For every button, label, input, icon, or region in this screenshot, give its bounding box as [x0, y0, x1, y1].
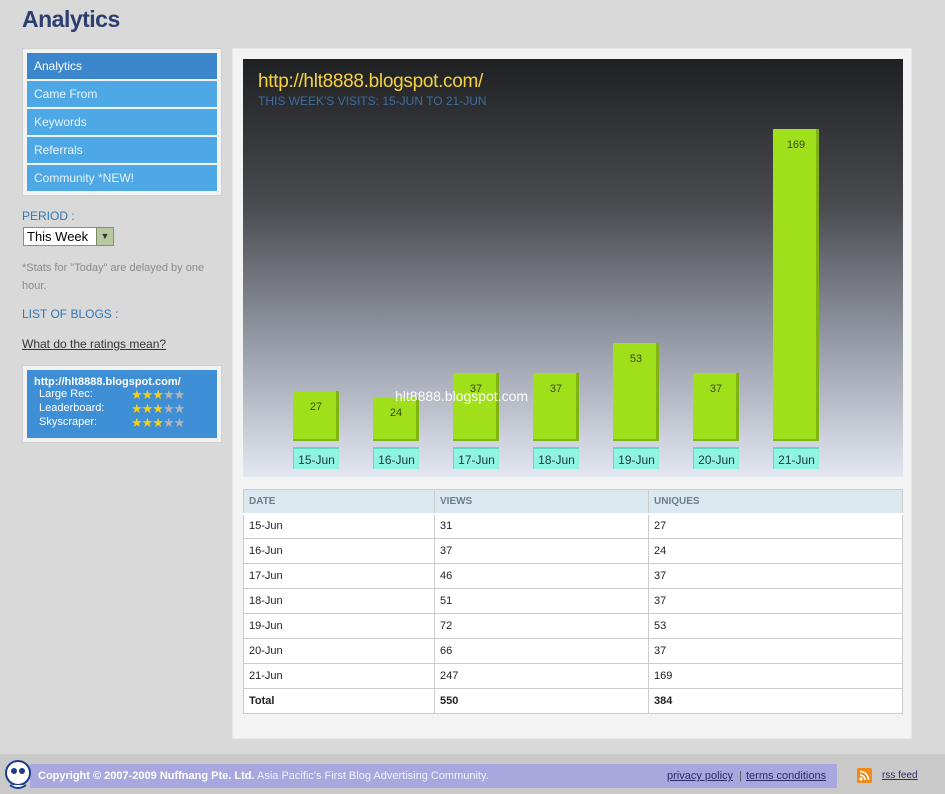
- terms-conditions-link[interactable]: terms conditions: [746, 770, 827, 782]
- chart-bar-16-jun: [373, 396, 419, 441]
- chart-x-tick-label: 18-Jun: [533, 447, 579, 469]
- cell-date: 17-Jun: [243, 563, 435, 589]
- list-of-blogs-label: LIST OF BLOGS :: [22, 307, 119, 321]
- chart-bar-15-jun: [293, 391, 339, 441]
- cell-total-uniques: 384: [648, 688, 903, 714]
- cell-views: 31: [434, 513, 649, 539]
- footer-copyright: Copyright © 2007-2009 Nuffnang Pte. Ltd.…: [38, 770, 489, 782]
- chart-bar-value-label: 37: [709, 382, 723, 395]
- chart-bar-21-jun: [773, 129, 819, 441]
- table-row: 16-Jun 37 24: [243, 538, 903, 564]
- cell-views: 37: [434, 538, 649, 564]
- chart-subtitle: THIS WEEK'S VISITS: 15-JUN TO 21-JUN: [258, 94, 487, 108]
- chart-bar-20-jun: [693, 372, 739, 441]
- cell-date: 16-Jun: [243, 538, 435, 564]
- stats-delay-note: *Stats for "Today" are delayed by one ho…: [22, 262, 205, 292]
- chart-x-tick-label: 15-Jun: [293, 447, 339, 469]
- footer-tagline: Asia Pacific's First Blog Advertising Co…: [256, 770, 489, 782]
- nav-item-referrals[interactable]: Referrals: [27, 137, 217, 163]
- chart-bar-17-jun: [453, 372, 499, 441]
- rating-row-skyscraper: Skyscraper: ★★★★★: [34, 416, 217, 430]
- rating-row-large-rec: Large Rec: ★★★★★: [34, 388, 217, 402]
- cell-date: 19-Jun: [243, 613, 435, 639]
- cell-date: 21-Jun: [243, 663, 435, 689]
- cell-views: 51: [434, 588, 649, 614]
- table-row: 19-Jun 72 53: [243, 613, 903, 639]
- star-rating-icon: ★★★★★: [131, 387, 185, 402]
- cell-date: 18-Jun: [243, 588, 435, 614]
- chart-x-tick-label: 17-Jun: [453, 447, 499, 469]
- nav-item-community[interactable]: Community *NEW!: [27, 165, 217, 191]
- chart-bar-value-label: 53: [629, 353, 643, 366]
- table-row: 21-Jun 247 169: [243, 663, 903, 689]
- main-panel: http://hlt8888.blogspot.com/ THIS WEEK'S…: [232, 48, 912, 739]
- cell-uniques: 37: [648, 638, 903, 664]
- star-rating-icon: ★★★★★: [131, 401, 185, 416]
- blog-name-link[interactable]: http://hlt8888.blogspot.com/: [34, 376, 181, 388]
- cell-uniques: 37: [648, 563, 903, 589]
- chevron-down-icon[interactable]: ▼: [96, 228, 113, 245]
- chart-watermark: hlt8888.blogspot.com: [395, 388, 529, 404]
- column-header-uniques: UNIQUES: [648, 489, 903, 515]
- table-row: 17-Jun 46 37: [243, 563, 903, 589]
- nav-item-came-from[interactable]: Came From: [27, 81, 217, 107]
- column-header-views: VIEWS: [434, 489, 649, 515]
- period-select[interactable]: This Week ▼: [23, 227, 114, 246]
- chart-x-tick-label: 21-Jun: [773, 447, 819, 469]
- column-header-date: DATE: [243, 489, 435, 515]
- rss-icon[interactable]: [857, 768, 872, 783]
- chart-x-tick-label: 20-Jun: [693, 447, 739, 469]
- table-row: 18-Jun 51 37: [243, 588, 903, 614]
- rating-label: Large Rec:: [39, 388, 93, 400]
- nav-item-keywords[interactable]: Keywords: [27, 109, 217, 135]
- cell-date: 15-Jun: [243, 513, 435, 539]
- sidebar-nav: Analytics Came From Keywords Referrals C…: [22, 48, 222, 196]
- cell-views: 46: [434, 563, 649, 589]
- cell-uniques: 24: [648, 538, 903, 564]
- period-label: PERIOD :: [22, 209, 75, 223]
- ratings-meaning-link[interactable]: What do the ratings mean?: [22, 337, 167, 351]
- privacy-policy-link[interactable]: privacy policy: [667, 770, 734, 782]
- rating-label: Leaderboard:: [39, 402, 105, 414]
- stats-table: DATE VIEWS UNIQUES 15-Jun 31 27 16-Jun 37 24…: [243, 489, 903, 714]
- chart-title: http://hlt8888.blogspot.com/: [258, 71, 484, 92]
- chart-bar-19-jun: [613, 343, 659, 441]
- period-select-value: This Week: [27, 229, 89, 244]
- rss-feed-link[interactable]: rss feed: [882, 770, 918, 781]
- chart-bar-value-label: 37: [469, 382, 483, 395]
- table-header-row: DATE VIEWS UNIQUES: [243, 489, 903, 515]
- chart-bar-value-label: 37: [549, 382, 563, 395]
- table-row: 15-Jun 31 27: [243, 513, 903, 539]
- rating-label: Skyscraper:: [39, 416, 98, 428]
- table-total-row: Total 550 384: [243, 688, 903, 714]
- chart-bar-value-label: 24: [389, 406, 403, 419]
- chart-bar-value-label: 27: [309, 401, 323, 414]
- copyright-text: Copyright © 2007-2009 Nuffnang Pte. Ltd.: [38, 770, 255, 782]
- cell-uniques: 53: [648, 613, 903, 639]
- rating-row-leaderboard: Leaderboard: ★★★★★: [34, 402, 217, 416]
- cell-date: 20-Jun: [243, 638, 435, 664]
- page-title: Analytics: [22, 6, 120, 32]
- footer-separator: |: [739, 770, 742, 782]
- visits-bar-chart: http://hlt8888.blogspot.com/ THIS WEEK'S…: [243, 59, 903, 477]
- chart-bar-value-label: 169: [786, 139, 806, 151]
- star-rating-icon: ★★★★★: [131, 415, 185, 430]
- cell-uniques: 27: [648, 513, 903, 539]
- table-row: 20-Jun 66 37: [243, 638, 903, 664]
- chart-x-tick-label: 19-Jun: [613, 447, 659, 469]
- cell-views: 72: [434, 613, 649, 639]
- cell-views: 66: [434, 638, 649, 664]
- cell-total-label: Total: [243, 688, 435, 714]
- cell-uniques: 169: [648, 663, 903, 689]
- chart-x-tick-label: 16-Jun: [373, 447, 419, 469]
- nav-item-analytics[interactable]: Analytics: [27, 53, 217, 79]
- cell-total-views: 550: [434, 688, 649, 714]
- blog-card: http://hlt8888.blogspot.com/ Large Rec: …: [22, 365, 222, 443]
- cell-views: 247: [434, 663, 649, 689]
- cell-uniques: 37: [648, 588, 903, 614]
- chart-bar-18-jun: [533, 372, 579, 441]
- footer-strip: [30, 764, 837, 788]
- nuffnang-logo-icon[interactable]: [2, 759, 34, 791]
